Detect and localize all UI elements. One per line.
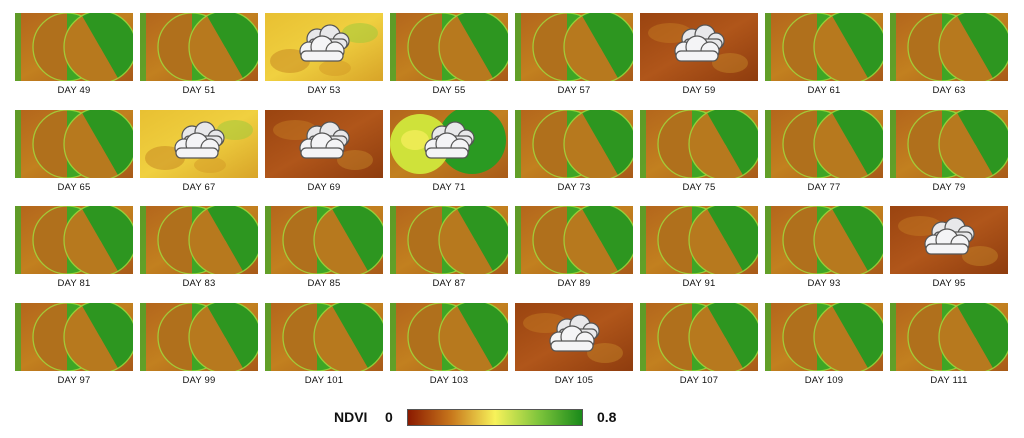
- ndvi-tile: [765, 110, 883, 178]
- day-label: DAY 89: [557, 278, 591, 289]
- day-label: DAY 69: [307, 182, 341, 193]
- ndvi-tile: [265, 110, 383, 178]
- day-label: DAY 97: [57, 375, 91, 386]
- ndvi-tile: [15, 206, 133, 274]
- colorbar-max-label: 0.8: [597, 409, 617, 425]
- day-label: DAY 53: [307, 85, 341, 96]
- day-label: DAY 71: [432, 182, 466, 193]
- ndvi-tile: [515, 303, 633, 371]
- day-label: DAY 75: [682, 182, 716, 193]
- cloud-icon: [545, 313, 603, 357]
- ndvi-tile: [765, 303, 883, 371]
- day-label: DAY 65: [57, 182, 91, 193]
- ndvi-tile: [890, 110, 1008, 178]
- ndvi-colorbar: [407, 409, 583, 426]
- ndvi-tile: [140, 303, 258, 371]
- day-label: DAY 107: [679, 375, 719, 386]
- ndvi-tile: [640, 303, 758, 371]
- ndvi-tile: [390, 303, 508, 371]
- cloud-icon: [420, 120, 478, 164]
- ndvi-tile: [640, 13, 758, 81]
- day-label: DAY 101: [304, 375, 344, 386]
- ndvi-tile: [390, 13, 508, 81]
- day-label: DAY 55: [432, 85, 466, 96]
- ndvi-tile: [140, 110, 258, 178]
- day-label: DAY 51: [182, 85, 216, 96]
- ndvi-tile: [640, 206, 758, 274]
- day-label: DAY 63: [932, 85, 966, 96]
- cloud-icon: [295, 120, 353, 164]
- day-label: DAY 57: [557, 85, 591, 96]
- colorbar-title: NDVI: [334, 409, 368, 425]
- day-label: DAY 105: [554, 375, 594, 386]
- ndvi-tile: [765, 13, 883, 81]
- ndvi-tile: [515, 110, 633, 178]
- cloud-icon: [920, 216, 978, 260]
- cloud-icon: [670, 23, 728, 67]
- day-label: DAY 73: [557, 182, 591, 193]
- ndvi-tile: [15, 110, 133, 178]
- day-label: DAY 87: [432, 278, 466, 289]
- ndvi-tile: [890, 206, 1008, 274]
- ndvi-tile: [15, 303, 133, 371]
- day-label: DAY 81: [57, 278, 91, 289]
- day-label: DAY 49: [57, 85, 91, 96]
- day-label: DAY 93: [807, 278, 841, 289]
- ndvi-tile: [15, 13, 133, 81]
- ndvi-tile: [515, 13, 633, 81]
- day-label: DAY 61: [807, 85, 841, 96]
- day-label: DAY 77: [807, 182, 841, 193]
- ndvi-tile: [765, 206, 883, 274]
- day-label: DAY 111: [930, 375, 968, 386]
- ndvi-tile: [265, 206, 383, 274]
- ndvi-tile: [140, 13, 258, 81]
- ndvi-tile: [265, 13, 383, 81]
- day-label: DAY 67: [182, 182, 216, 193]
- cloud-icon: [170, 120, 228, 164]
- day-label: DAY 83: [182, 278, 216, 289]
- ndvi-tile: [140, 206, 258, 274]
- ndvi-tile: [640, 110, 758, 178]
- day-label: DAY 59: [682, 85, 716, 96]
- day-label: DAY 95: [932, 278, 966, 289]
- ndvi-tile: [515, 206, 633, 274]
- day-label: DAY 91: [682, 278, 716, 289]
- ndvi-tile: [265, 303, 383, 371]
- day-label: DAY 85: [307, 278, 341, 289]
- day-label: DAY 79: [932, 182, 966, 193]
- day-label: DAY 99: [182, 375, 216, 386]
- ndvi-tile: [890, 13, 1008, 81]
- ndvi-tile: [390, 206, 508, 274]
- day-label: DAY 103: [429, 375, 469, 386]
- ndvi-tile: [390, 110, 508, 178]
- colorbar-min-label: 0: [385, 409, 393, 425]
- day-label: DAY 109: [804, 375, 844, 386]
- cloud-icon: [295, 23, 353, 67]
- ndvi-tile: [890, 303, 1008, 371]
